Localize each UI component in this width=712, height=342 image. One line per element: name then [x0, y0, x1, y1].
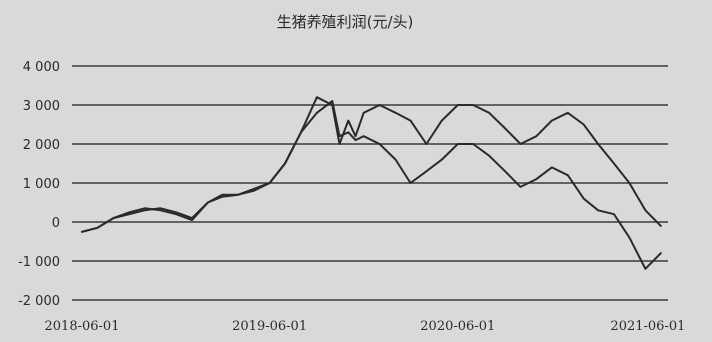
y-tick-label: -2 000 — [18, 294, 60, 309]
series-line-2 — [81, 100, 662, 270]
y-tick-label: -1 000 — [18, 255, 60, 270]
series-line-1 — [81, 96, 662, 233]
y-tick-label: 2 000 — [23, 138, 60, 153]
x-tick-label: 2021-06-01 — [610, 319, 685, 334]
y-tick-label: 3 000 — [23, 99, 60, 114]
chart-title: 生猪养殖利润(元/头) — [277, 13, 414, 31]
x-tick-label: 2020-06-01 — [420, 319, 495, 334]
y-tick-label: 1 000 — [23, 177, 60, 192]
y-tick-label: 0 — [52, 216, 60, 231]
y-tick-label: 4 000 — [23, 60, 60, 75]
x-tick-label: 2019-06-01 — [232, 319, 307, 334]
x-tick-label: 2018-06-01 — [45, 319, 120, 334]
